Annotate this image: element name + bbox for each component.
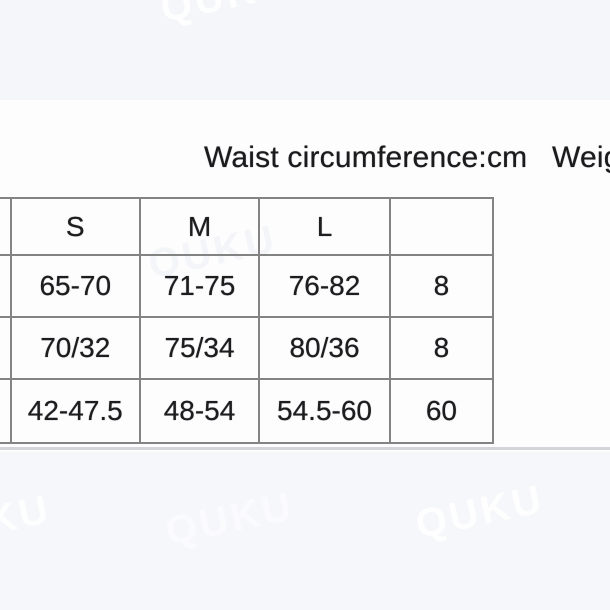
table-row-chest: chest 65-70 71-75 76-82 8 [0, 254, 495, 318]
chest-value-xl-cropped: 8 [388, 254, 495, 318]
table-bottom-shadow-line [0, 447, 610, 450]
chest-value-m: 71-75 [138, 254, 261, 318]
table-row-size: ze 70/32 75/34 80/36 8 [0, 316, 495, 380]
size-value-xl-cropped: 8 [388, 316, 495, 380]
size-chart-table: e S M L chest 65-70 71-75 76-82 8 ze 70/… [0, 197, 495, 444]
row-label-size: ze [0, 316, 12, 380]
row-label-weight-line1: est [0, 380, 10, 411]
weight-value-xl-cropped: 60 [388, 378, 495, 444]
row-label-weight-line2: ht [0, 411, 10, 442]
row-label-chest: chest [0, 254, 12, 318]
chest-value-s: 65-70 [9, 254, 141, 318]
header-size-l: L [258, 197, 391, 256]
weight-value-s: 42-47.5 [9, 378, 141, 444]
chart-title-waist: Waist circumference:cm [204, 141, 528, 174]
chart-title-weight-cropped: Weig [552, 141, 610, 174]
top-background-band [0, 0, 610, 100]
bottom-background-band [0, 452, 610, 610]
size-value-s: 70/32 [9, 316, 141, 380]
weight-value-l: 54.5-60 [258, 378, 391, 444]
size-chart-header-row: e S M L [0, 197, 495, 256]
header-size-s: S [9, 197, 141, 256]
size-value-l: 80/36 [258, 316, 391, 380]
header-size-xl-cropped [388, 197, 495, 256]
header-label-cell: e [0, 197, 12, 256]
weight-value-m: 48-54 [138, 378, 261, 444]
table-row-weight: est ht 42-47.5 48-54 54.5-60 60 [0, 378, 495, 444]
header-size-m: M [138, 197, 261, 256]
row-label-weight: est ht [0, 378, 12, 444]
size-value-m: 75/34 [138, 316, 261, 380]
chest-value-l: 76-82 [258, 254, 391, 318]
